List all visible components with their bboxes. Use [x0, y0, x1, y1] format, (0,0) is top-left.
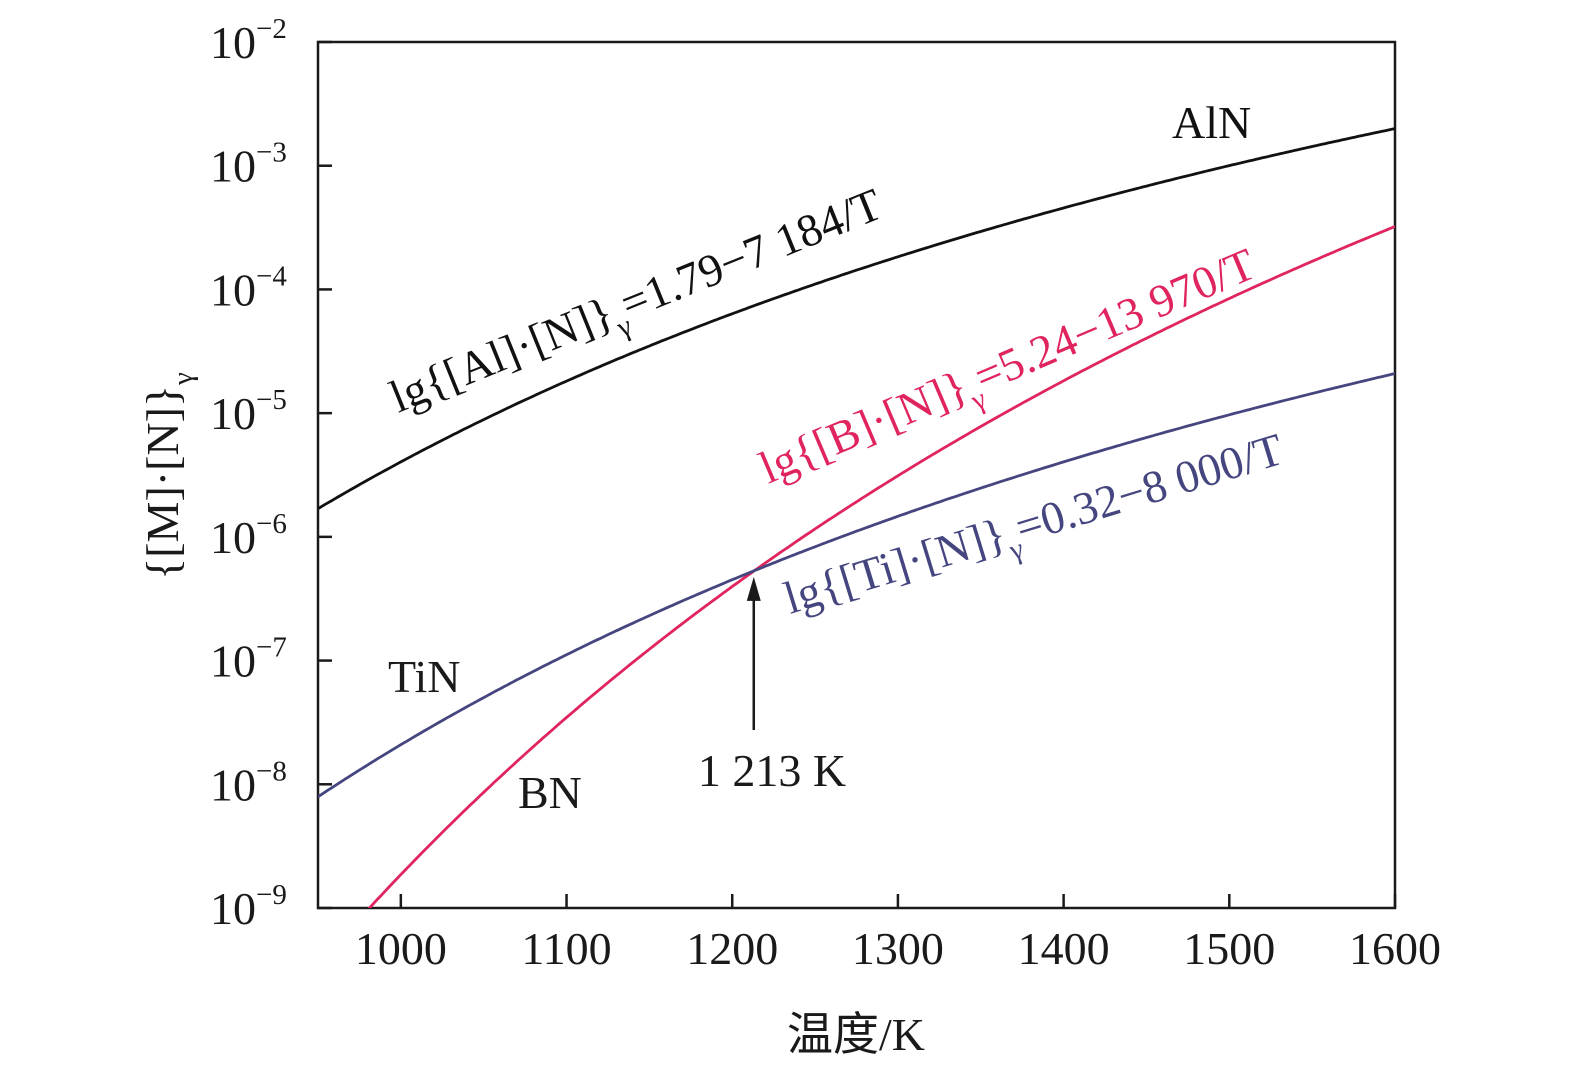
- y-tick-label: 10−2: [210, 13, 287, 68]
- x-tick-label: 1300: [852, 923, 944, 974]
- arrow-head: [746, 576, 761, 601]
- x-tick-label: 1500: [1183, 923, 1275, 974]
- x-axis-ticks: 1000 1100 1200 1300 1400 1500 1600: [355, 894, 1441, 974]
- plot-area: [316, 40, 1397, 910]
- series-line-bn: [367, 225, 1395, 908]
- x-tick-label: 1100: [521, 923, 611, 974]
- series-label-aln: AlN: [1172, 97, 1251, 148]
- x-tick-label: 1200: [686, 923, 778, 974]
- y-tick-label: 10−9: [210, 879, 287, 934]
- y-tick-label: 10−6: [210, 508, 287, 563]
- series-label-tin: TiN: [388, 651, 460, 702]
- y-tick-label: 10−5: [210, 384, 287, 439]
- intersection-arrow: [746, 576, 761, 730]
- series-label-bn: BN: [518, 767, 582, 818]
- series-line-tin: [318, 372, 1395, 798]
- x-tick-label: 1400: [1018, 923, 1110, 974]
- y-tick-label: 10−7: [210, 632, 287, 687]
- x-axis-title: 温度/K: [787, 1009, 925, 1060]
- formula-aln: lg{[Al]·[N]}γ=1.79−7 184/T: [383, 178, 893, 432]
- plot-frame: [316, 40, 1397, 910]
- x-tick-label: 1000: [355, 923, 447, 974]
- y-tick-label: 10−3: [210, 137, 287, 192]
- y-axis-ticks: 10−2 10−3 10−4 10−5 10−6 10−7 10−8 10−9: [210, 13, 332, 934]
- y-tick-label: 10−4: [210, 260, 287, 315]
- curves: [318, 127, 1395, 908]
- y-tick-label: 10−8: [210, 755, 287, 810]
- y-axis-title: {[M]·[N]}γ: [137, 372, 199, 580]
- series-line-aln: [318, 127, 1395, 510]
- intersection-annotation: 1 213 K: [698, 745, 846, 796]
- x-tick-label: 1600: [1349, 923, 1441, 974]
